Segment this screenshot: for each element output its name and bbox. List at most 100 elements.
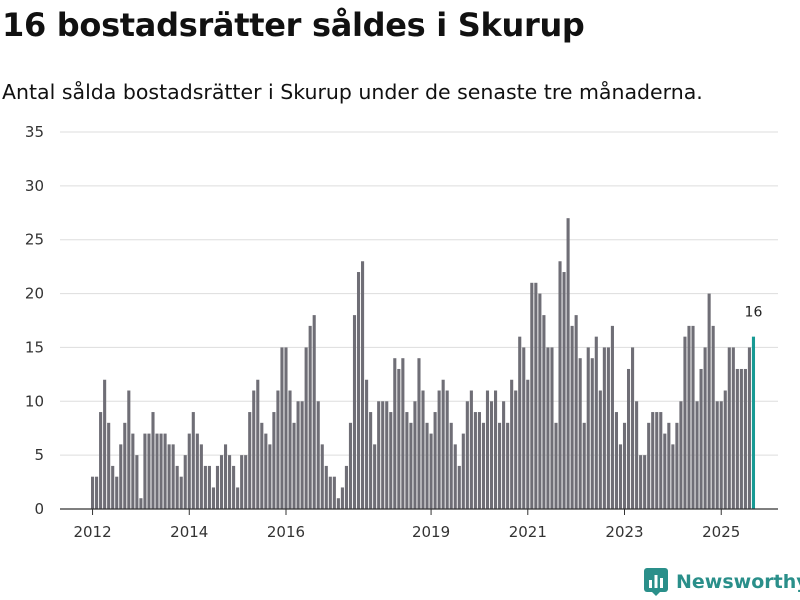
x-tick-label: 2025 xyxy=(702,523,740,541)
bar xyxy=(300,401,304,509)
bar xyxy=(288,390,292,509)
bar xyxy=(348,422,353,509)
bar xyxy=(562,272,566,509)
bar xyxy=(147,433,151,509)
bar xyxy=(365,379,369,509)
chart-subtitle: Antal sålda bostadsrätter i Skurup under… xyxy=(2,80,703,104)
bar xyxy=(107,422,111,509)
bar xyxy=(361,261,365,509)
bar xyxy=(590,358,594,509)
bar xyxy=(99,412,103,509)
bar xyxy=(264,433,268,509)
y-tick-label: 20 xyxy=(25,285,44,303)
bar xyxy=(95,476,99,509)
bar xyxy=(393,358,397,509)
bar xyxy=(683,336,687,509)
bar xyxy=(332,476,336,509)
bar xyxy=(244,455,248,509)
bar xyxy=(232,465,236,509)
x-tick-label: 2019 xyxy=(412,523,450,541)
bar xyxy=(481,422,486,509)
bar xyxy=(248,412,252,509)
bar xyxy=(139,498,143,509)
bar xyxy=(727,347,731,509)
bar xyxy=(582,422,586,509)
bar xyxy=(699,368,703,509)
logo-text: Newsworthy xyxy=(676,571,800,593)
bar xyxy=(223,444,228,509)
bar xyxy=(215,465,220,509)
bar xyxy=(425,422,429,509)
bar xyxy=(441,379,445,509)
y-tick-label: 10 xyxy=(25,392,44,410)
bar xyxy=(175,465,179,509)
x-tick-label: 2023 xyxy=(605,523,643,541)
bar-highlight xyxy=(751,336,756,509)
bar xyxy=(449,422,453,509)
bar xyxy=(187,433,191,509)
x-tick-label: 2016 xyxy=(267,523,305,541)
bar xyxy=(610,325,614,509)
bar xyxy=(340,487,344,509)
bar xyxy=(369,412,373,509)
bar xyxy=(320,444,324,509)
bar xyxy=(211,487,215,509)
bar xyxy=(316,401,320,509)
bar xyxy=(155,433,159,509)
bar xyxy=(518,336,522,509)
bar xyxy=(191,412,195,509)
bar xyxy=(494,390,498,509)
bar xyxy=(514,390,518,509)
bar xyxy=(469,390,473,509)
bar xyxy=(477,412,481,509)
bar xyxy=(437,390,441,509)
bar xyxy=(401,358,405,509)
bar-chart-icon xyxy=(644,568,668,596)
newsworthy-logo: Newsworthy xyxy=(644,568,800,596)
bar xyxy=(373,444,377,509)
bar xyxy=(695,401,699,509)
y-tick-label: 0 xyxy=(34,500,44,518)
bar xyxy=(550,347,554,509)
bar xyxy=(586,347,590,509)
bar xyxy=(276,390,280,509)
bar xyxy=(707,293,711,509)
bar xyxy=(127,390,131,509)
bar xyxy=(743,368,747,509)
bar xyxy=(643,455,647,509)
bar xyxy=(111,465,115,509)
bar xyxy=(538,293,542,509)
bar xyxy=(723,390,727,509)
bar xyxy=(397,368,401,509)
chart-title: 16 bostadsrätter såldes i Skurup xyxy=(2,6,585,44)
bar xyxy=(526,379,530,509)
bar xyxy=(272,412,276,509)
bar xyxy=(417,358,421,509)
bar xyxy=(312,315,316,509)
y-tick-label: 25 xyxy=(25,231,44,249)
bar xyxy=(606,347,610,509)
bar xyxy=(429,433,433,509)
bar xyxy=(203,465,207,509)
bar xyxy=(659,412,663,509)
bar xyxy=(711,325,715,509)
bar xyxy=(687,325,691,509)
bar xyxy=(135,455,139,509)
bar xyxy=(594,336,598,509)
bar xyxy=(256,379,260,509)
bar xyxy=(574,315,578,509)
bar xyxy=(183,455,187,509)
bar xyxy=(747,347,751,509)
y-tick-label: 30 xyxy=(25,177,44,195)
bar xyxy=(240,455,244,509)
bar xyxy=(626,368,631,509)
bar xyxy=(663,433,667,509)
bar xyxy=(655,412,659,509)
bar xyxy=(489,401,494,509)
bar xyxy=(667,422,671,509)
bar xyxy=(651,412,655,509)
x-tick-label: 2014 xyxy=(170,523,208,541)
bar xyxy=(530,282,534,509)
bar xyxy=(731,347,735,509)
